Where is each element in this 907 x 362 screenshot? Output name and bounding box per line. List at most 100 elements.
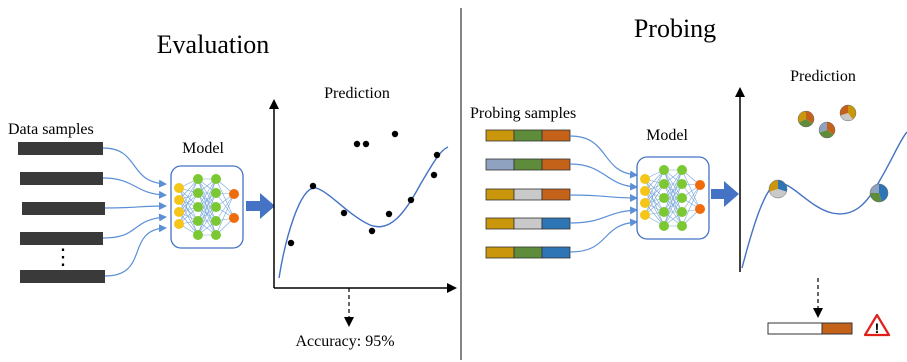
data-point [433, 151, 441, 159]
sample-segment [541, 158, 571, 171]
model-node [640, 186, 650, 196]
model-node [229, 189, 239, 199]
pie-slice [848, 105, 856, 120]
data-sample-bar [22, 202, 105, 215]
flow-arrow-left [246, 193, 275, 219]
probing-sample-bar [485, 217, 571, 230]
data-point [309, 182, 317, 190]
pie-marker [869, 183, 889, 203]
input-connector [569, 163, 638, 191]
neural-network-model-right [636, 156, 710, 240]
prediction-curve-left [278, 146, 449, 279]
model-node [211, 202, 221, 212]
model-node [677, 207, 687, 217]
model-node [211, 216, 221, 226]
pie-marker [839, 104, 857, 122]
sample-segment [513, 246, 543, 259]
model-node [174, 183, 184, 193]
probe-result-bar [767, 322, 853, 335]
probing-sample-bar [485, 158, 571, 171]
model-label-left: Model [182, 140, 224, 157]
probe-result-bar-fill [821, 322, 853, 335]
data-point [340, 209, 348, 217]
pie-slice [778, 180, 787, 192]
pie-marker [818, 121, 836, 139]
pie-slice [879, 184, 888, 202]
data-sample-bar [20, 232, 103, 245]
data-point [353, 140, 361, 148]
data-sample-bar [18, 142, 103, 155]
flow-arrow-right [711, 181, 739, 207]
pie-slice [769, 180, 778, 192]
input-connector [102, 213, 167, 239]
warning-triangle-icon: ! [863, 313, 891, 337]
sample-segment [541, 188, 571, 201]
prediction-points-left [287, 130, 441, 247]
svg-text:!: ! [875, 320, 880, 336]
pie-marker [768, 179, 788, 199]
probing-samples-label: Probing samples [470, 105, 576, 122]
input-connector [102, 147, 167, 188]
more-samples-ellipsis: ⋮ [52, 244, 74, 269]
sample-segment [485, 129, 515, 142]
pie-slice [840, 105, 848, 116]
sample-segment [485, 188, 515, 201]
pie-marker [797, 110, 815, 128]
sample-segment [513, 158, 543, 171]
model-node [640, 198, 650, 208]
sample-segment [513, 188, 543, 201]
probing-sample-bar [485, 246, 571, 259]
input-connector [569, 206, 638, 224]
model-node [677, 179, 687, 189]
pie-slice [819, 122, 827, 133]
right-input-connectors [569, 135, 638, 253]
data-point [430, 171, 438, 179]
data-point [362, 140, 370, 148]
input-connector [102, 177, 167, 199]
prediction-title-left: Prediction [324, 85, 390, 102]
prediction-pie-points [768, 104, 889, 203]
model-node [193, 216, 203, 226]
input-connector [569, 193, 638, 202]
probing-sample-bar [485, 188, 571, 201]
pie-slice [806, 111, 814, 124]
model-node [695, 180, 705, 190]
prediction-title-right: Prediction [790, 68, 856, 85]
data-point [368, 227, 376, 235]
model-node [193, 188, 203, 198]
model-node [211, 230, 221, 240]
data-point [385, 210, 393, 218]
pie-slice [798, 119, 813, 127]
model-node [174, 207, 184, 217]
pie-slice [769, 189, 787, 199]
model-node [174, 219, 184, 229]
sample-segment [513, 129, 543, 142]
input-connector [569, 218, 638, 253]
pie-slice [819, 130, 834, 138]
sample-segment [485, 217, 515, 230]
model-node [659, 221, 669, 231]
model-node [659, 165, 669, 175]
model-node [640, 210, 650, 220]
sample-segment [541, 217, 571, 230]
data-point [391, 130, 399, 138]
model-node [174, 195, 184, 205]
evaluation-title: Evaluation [157, 30, 270, 59]
model-node [193, 174, 203, 184]
model-node [193, 230, 203, 240]
data-point [287, 239, 295, 247]
pie-slice [840, 113, 853, 122]
probing-panel: Probing Probing samples Model Prediction… [470, 14, 907, 337]
pie-slice [870, 184, 879, 193]
input-connector [104, 202, 167, 211]
model-node [677, 165, 687, 175]
pie-slice [827, 122, 835, 135]
accuracy-result: Accuracy: 95% [295, 333, 394, 350]
left-input-connectors [102, 147, 167, 277]
prediction-curve-right [741, 131, 907, 269]
model-node [659, 193, 669, 203]
sample-segment [485, 158, 515, 171]
data-sample-bar [20, 270, 105, 283]
model-node [677, 221, 687, 231]
